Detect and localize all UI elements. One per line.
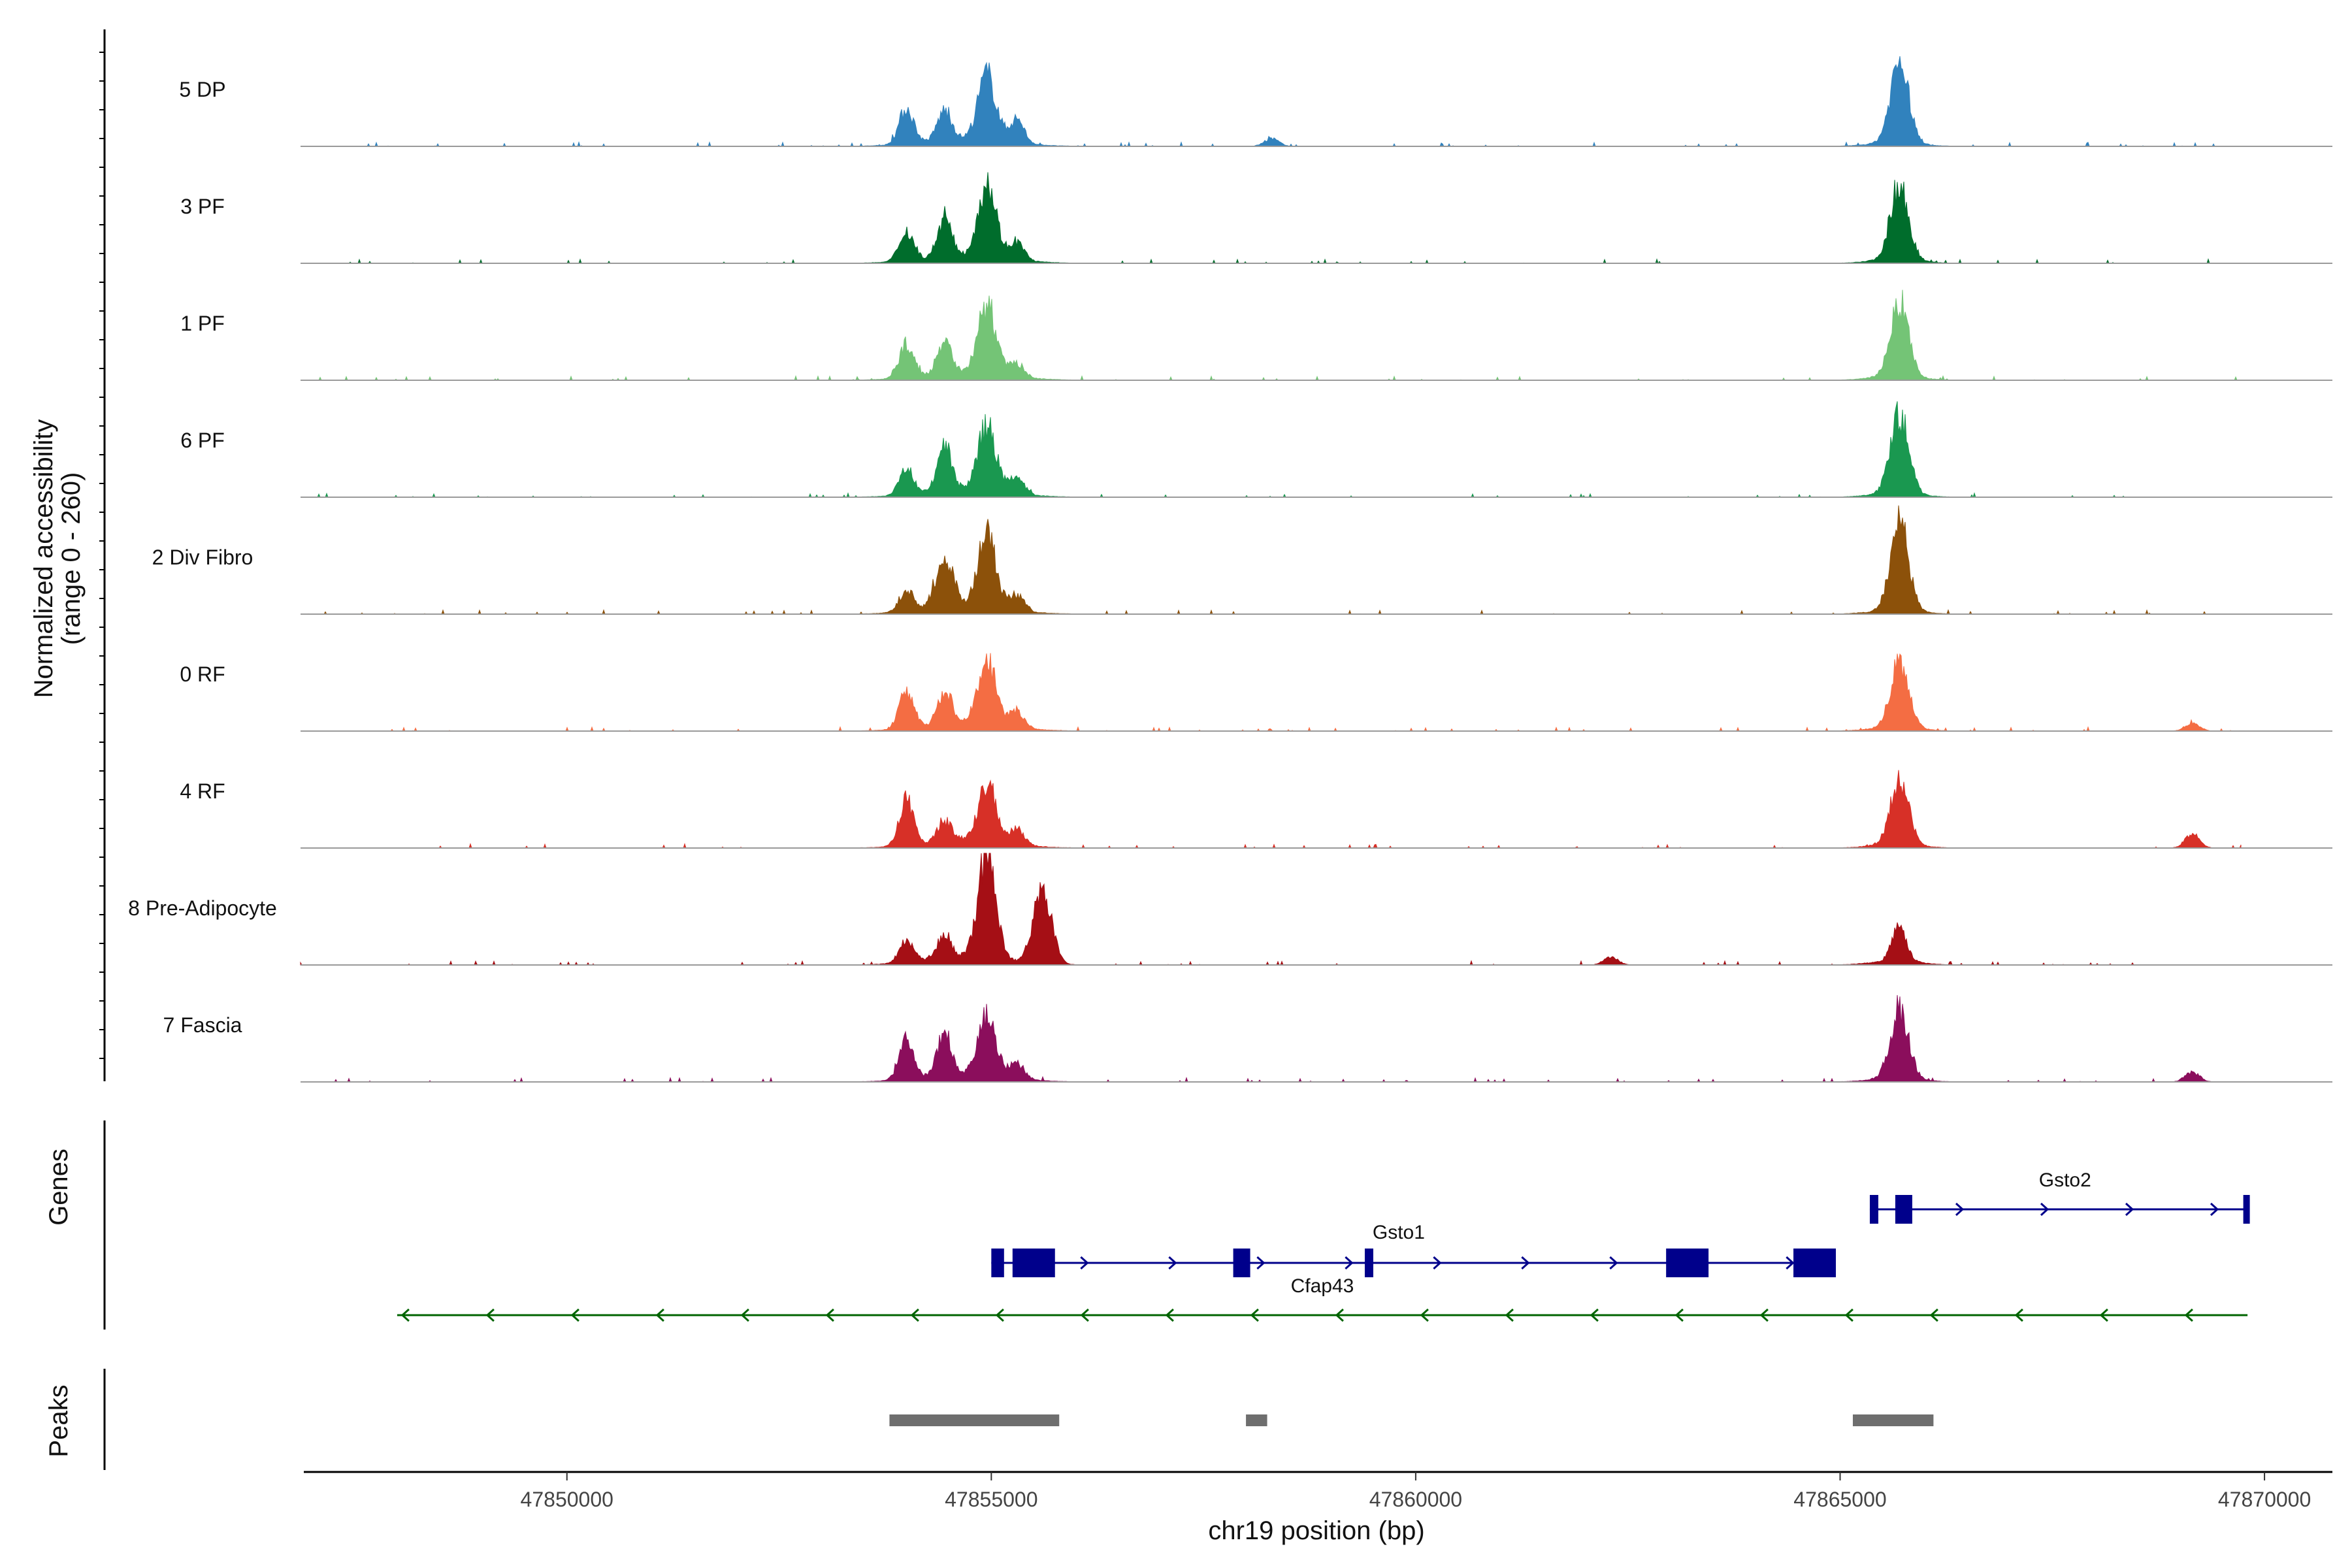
strand-arrow	[1786, 1256, 1795, 1270]
y-axis-title-line1: Normalized accessibility	[29, 419, 58, 698]
exon	[1793, 1249, 1836, 1277]
track-1: 5 DP	[179, 56, 2332, 147]
gene-gsto2: Gsto2	[1869, 1169, 2250, 1224]
track-label: 3 PF	[180, 195, 225, 218]
track-label: 5 DP	[179, 78, 225, 101]
strand-arrow	[1521, 1256, 1530, 1270]
gene-gsto1: Gsto1	[991, 1222, 1836, 1277]
peak-region	[1852, 1414, 1934, 1426]
strand-arrow	[1335, 1308, 1344, 1322]
strand-arrow	[400, 1308, 410, 1322]
strand-arrow	[1929, 1308, 1938, 1322]
track-9: 7 Fascia	[163, 995, 2332, 1083]
track-label: 7 Fascia	[163, 1013, 242, 1037]
strand-arrow	[485, 1308, 495, 1322]
track-7: 4 RF	[180, 770, 2332, 849]
x-tick-label: 47860000	[1369, 1488, 1462, 1511]
exon	[1233, 1249, 1250, 1277]
gene-label: Cfap43	[1291, 1275, 1354, 1297]
gene-label: Gsto2	[2039, 1169, 2091, 1191]
strand-arrow	[1590, 1308, 1599, 1322]
x-axis: 47850000 47855000 47860000 47865000 47870000	[304, 1471, 2332, 1511]
gene-cfap43: Cfap43	[397, 1275, 2248, 1322]
track-label: 0 RF	[180, 662, 225, 686]
strand-arrow	[1420, 1308, 1429, 1322]
track-6: 0 RF	[180, 653, 2332, 732]
strand-arrow	[1256, 1256, 1266, 1270]
strand-arrow	[1759, 1308, 1769, 1322]
strand-arrow	[570, 1308, 580, 1322]
x-tick-label: 47855000	[945, 1488, 1037, 1511]
x-axis-title: chr19 position (bp)	[1208, 1516, 1424, 1545]
x-tick-label: 47850000	[521, 1488, 613, 1511]
genes-axis-title: Genes	[44, 1149, 73, 1226]
track-label: 4 RF	[180, 779, 225, 803]
track-label: 8 Pre-Adipocyte	[128, 896, 277, 920]
exon	[991, 1249, 1004, 1277]
gene-label: Gsto1	[1373, 1222, 1425, 1243]
x-tick-label: 47865000	[1793, 1488, 1886, 1511]
exon	[1364, 1249, 1373, 1277]
exon	[1869, 1195, 1878, 1224]
peak-region	[1246, 1414, 1267, 1426]
y-axis-title-line2: (range 0 - 260)	[57, 472, 86, 645]
track-label: 2 Div Fibro	[152, 546, 253, 569]
peaks-panel	[103, 1369, 1934, 1470]
strand-arrow	[910, 1308, 919, 1322]
genes-panel: Gsto2 Gsto1 Cfap43	[103, 1120, 2250, 1330]
strand-arrow	[1080, 1256, 1089, 1270]
track-8: 8 Pre-Adipocyte	[128, 853, 2332, 966]
strand-arrow	[1080, 1308, 1089, 1322]
track-3: 1 PF	[180, 289, 2332, 381]
exon	[1666, 1249, 1709, 1277]
x-tick-label: 47870000	[2218, 1488, 2311, 1511]
strand-arrow	[1844, 1308, 1854, 1322]
strand-arrow	[1505, 1308, 1514, 1322]
peak-region	[889, 1414, 1060, 1426]
strand-arrow	[655, 1308, 664, 1322]
strand-arrow	[1955, 1202, 1965, 1217]
strand-arrow	[1433, 1256, 1442, 1270]
strand-arrow	[1250, 1308, 1259, 1322]
strand-arrow	[2040, 1202, 2050, 1217]
coverage-tracks: 5 DP 3 PF 1 PF 6 PF 2 Div Fibro 0 RF 4 RF 8 Pre…	[128, 56, 2332, 1083]
strand-arrow	[2184, 1308, 2193, 1322]
track-2: 3 PF	[180, 172, 2332, 265]
strand-arrow	[2099, 1308, 2108, 1322]
exon	[1895, 1195, 1912, 1224]
track-4: 6 PF	[180, 401, 2332, 498]
strand-arrow	[740, 1308, 749, 1322]
strand-arrow	[825, 1308, 834, 1322]
peaks-axis-title: Peaks	[44, 1384, 73, 1457]
strand-arrow	[1168, 1256, 1177, 1270]
track-5: 2 Div Fibro	[152, 505, 2332, 615]
strand-arrow	[1345, 1256, 1354, 1270]
strand-arrow	[1674, 1308, 1684, 1322]
track-label: 1 PF	[180, 312, 225, 335]
strand-arrow	[2210, 1202, 2219, 1217]
exon	[1012, 1249, 1055, 1277]
strand-arrow	[995, 1308, 1004, 1322]
strand-arrow	[1165, 1308, 1174, 1322]
strand-arrow	[1609, 1256, 1618, 1270]
exon	[2243, 1195, 2250, 1224]
strand-arrow	[2014, 1308, 2023, 1322]
strand-arrow	[2125, 1202, 2134, 1217]
track-label: 6 PF	[180, 429, 225, 452]
coverage-y-axis	[99, 29, 106, 1081]
